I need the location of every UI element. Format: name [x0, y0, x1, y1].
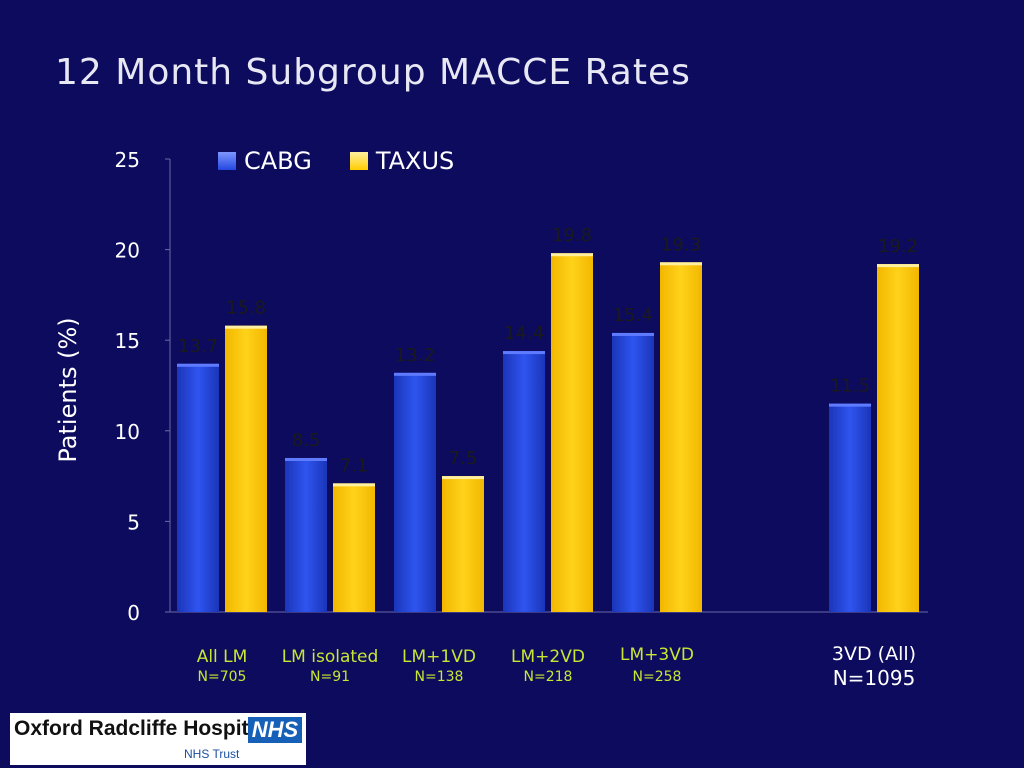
- category-n-label: N=138: [415, 669, 464, 685]
- bar-cabg-top: [503, 351, 545, 355]
- bar-cabg: [829, 403, 871, 612]
- y-axis-label: Patients (%): [54, 317, 82, 462]
- hospital-logo: Oxford Radcliffe Hospitals NHS NHS Trust: [10, 713, 306, 765]
- value-label: 8.5: [292, 430, 321, 451]
- y-tick-label: 10: [115, 420, 140, 444]
- nhs-logo: NHS: [248, 717, 302, 743]
- category-n-label: N=1095: [833, 666, 916, 690]
- value-label: 14.4: [504, 323, 544, 344]
- bar-cabg: [503, 351, 545, 612]
- category-label: LM+2VD: [511, 647, 585, 667]
- legend-label-taxus: TAXUS: [375, 147, 455, 175]
- y-tick-label: 15: [115, 329, 140, 353]
- value-label: 19.3: [661, 234, 701, 255]
- bar-taxus: [225, 325, 267, 612]
- bar-cabg: [177, 363, 219, 612]
- value-label: 7.5: [449, 448, 478, 469]
- logo-org-name: Oxford Radcliffe Hospitals: [14, 717, 278, 740]
- value-label: 11.5: [830, 376, 870, 397]
- bar-cabg-top: [177, 363, 219, 367]
- bar-taxus: [877, 264, 919, 612]
- bar-taxus-top: [877, 264, 919, 268]
- category-label: LM isolated: [282, 647, 379, 667]
- legend-label-cabg: CABG: [244, 147, 312, 175]
- value-label: 19.2: [878, 236, 918, 257]
- category-label: All LM: [197, 647, 248, 667]
- bar-taxus: [442, 476, 484, 612]
- bar-cabg-top: [829, 403, 871, 407]
- value-label: 7.1: [340, 455, 369, 476]
- bar-taxus: [660, 262, 702, 612]
- category-n-label: N=705: [198, 669, 247, 685]
- slide-title: 12 Month Subgroup MACCE Rates: [55, 52, 691, 93]
- y-tick-label: 5: [127, 510, 140, 534]
- bar-cabg: [612, 332, 654, 612]
- bar-taxus-top: [660, 262, 702, 266]
- value-label: 13.7: [178, 336, 218, 357]
- legend-swatch-cabg: [218, 152, 236, 170]
- bar-cabg-top: [612, 332, 654, 336]
- bar-cabg: [394, 372, 436, 612]
- value-label: 15.8: [226, 298, 266, 319]
- value-label: 15.4: [613, 305, 653, 326]
- chart-legend: CABG TAXUS: [218, 147, 454, 175]
- bar-cabg: [285, 457, 327, 612]
- bar-taxus: [333, 483, 375, 612]
- y-tick-label: 0: [127, 601, 140, 625]
- category-n-label: N=91: [310, 669, 350, 685]
- logo-trust-name: NHS Trust: [184, 747, 240, 761]
- y-tick-label: 25: [115, 148, 140, 172]
- legend-swatch-taxus: [349, 152, 368, 170]
- bar-cabg-top: [285, 457, 327, 461]
- bar-taxus-top: [551, 253, 593, 257]
- bar-taxus: [551, 253, 593, 612]
- category-n-label: N=258: [633, 669, 682, 685]
- value-label: 13.2: [395, 345, 435, 366]
- category-label: LM+3VD: [620, 645, 694, 665]
- bar-cabg-top: [394, 372, 436, 376]
- category-n-label: N=218: [524, 669, 573, 685]
- bar-taxus-top: [442, 476, 484, 480]
- value-label: 19.8: [552, 225, 592, 246]
- y-tick-label: 20: [115, 239, 140, 263]
- bar-taxus-top: [225, 325, 267, 329]
- bar-taxus-top: [333, 483, 375, 487]
- category-label: 3VD (All): [832, 643, 916, 665]
- category-label: LM+1VD: [402, 647, 476, 667]
